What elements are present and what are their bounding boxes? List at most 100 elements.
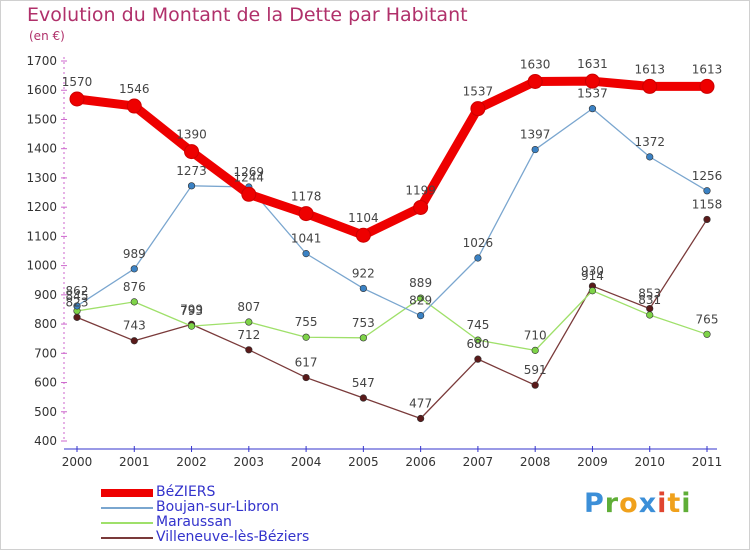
legend-label: Boujan-sur-Libron [156,499,279,515]
data-label: 617 [295,356,318,370]
data-point [359,334,367,342]
data-label: 1537 [577,87,608,101]
brand-letter: i [681,488,692,519]
data-point [241,186,257,202]
data-label: 712 [237,328,260,342]
y-tick-label: 1200 [26,200,57,214]
brand-letter: x [638,488,658,519]
y-tick-label: 400 [34,434,57,448]
legend-swatch [101,488,153,497]
data-point [588,287,597,295]
data-point [703,330,711,338]
data-point [245,346,253,354]
data-point [588,105,597,113]
data-label: 922 [352,266,375,280]
x-tick-label: 2004 [291,455,322,469]
y-tick-label: 1500 [26,112,57,126]
legend-item: Maraussan [101,515,309,530]
brand-letter: r [604,488,620,519]
brand-letter: t [667,488,682,519]
x-tick-label: 2009 [577,455,608,469]
data-label: 1390 [176,128,207,142]
data-point [69,91,85,107]
brand-letter: P [584,488,605,519]
data-point [417,294,425,302]
brand-logo: Proxiti [584,488,692,519]
x-tick-label: 2011 [692,455,723,469]
data-point [531,145,539,154]
data-point [187,322,196,330]
x-tick-label: 2005 [348,455,379,469]
data-point [699,78,715,94]
y-tick-label: 1700 [26,54,57,68]
y-tick-label: 1400 [26,142,57,156]
data-point [474,336,482,344]
data-point [73,302,81,310]
data-label: 862 [66,284,89,298]
legend-item: Villeneuve-lès-Béziers [101,530,309,545]
x-tick-label: 2008 [520,455,551,469]
data-label: 853 [638,287,661,301]
data-label: 680 [466,337,489,351]
data-label: 845 [66,289,89,303]
legend-swatch [101,536,153,539]
data-label: 1199 [405,183,436,197]
data-label: 1397 [520,128,551,142]
legend-item: Boujan-sur-Libron [101,500,309,515]
data-point [417,312,425,320]
data-label: 1104 [348,211,379,225]
data-point [584,73,600,89]
data-point [474,254,482,262]
data-point [359,284,367,293]
data-point [126,98,142,114]
chart-unit-label: (en €) [29,29,65,43]
data-point [527,73,543,89]
data-point [73,313,81,321]
series-line-0 [72,76,712,240]
data-point [646,311,654,319]
data-label: 1630 [520,57,551,71]
data-point [245,318,253,326]
data-label: 1570 [62,75,93,89]
series-line-3 [76,218,708,420]
brand-letter: i [657,488,668,519]
y-tick-label: 500 [34,405,57,419]
data-label: 1546 [119,82,150,96]
y-tick-label: 900 [34,288,57,302]
data-label: 1631 [577,57,608,71]
x-tick-label: 2006 [405,455,436,469]
y-tick-label: 1600 [26,83,57,97]
data-point [646,153,654,161]
x-tick-label: 2003 [234,455,265,469]
data-label: 1256 [692,169,723,183]
data-label: 930 [581,264,604,278]
data-point [130,337,138,345]
data-point [355,227,371,243]
legend-item: BéZIERS [101,485,309,500]
data-point [184,144,200,160]
data-label: 799 [180,302,203,316]
y-tick-label: 700 [34,346,57,360]
legend-swatch [101,521,153,524]
data-label: 831 [638,293,661,307]
data-label: 823 [66,295,89,309]
data-label: 1372 [634,135,665,149]
data-label: 876 [123,280,146,294]
data-label: 547 [352,376,375,390]
y-tick-label: 1100 [26,229,57,243]
data-point [130,265,138,273]
data-label: 1273 [176,164,207,178]
brand-letter: o [619,488,639,519]
legend-swatch [101,506,153,509]
data-point [298,206,314,222]
data-label: 1613 [692,62,723,76]
data-point [417,414,425,423]
data-label: 989 [123,247,146,261]
data-label: 591 [524,363,547,377]
data-point [470,101,486,117]
data-label: 753 [352,316,375,330]
data-label: 1158 [692,197,723,211]
data-point [531,381,539,389]
data-point [413,199,429,215]
